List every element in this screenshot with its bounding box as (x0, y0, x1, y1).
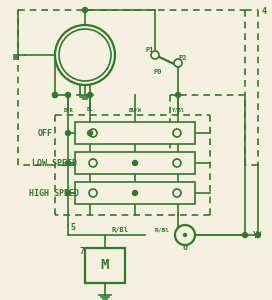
Text: LOW SPEED: LOW SPEED (32, 158, 77, 167)
Circle shape (88, 130, 92, 136)
Circle shape (184, 233, 187, 236)
Text: OFF: OFF (38, 128, 53, 137)
Circle shape (175, 92, 181, 98)
Text: 6: 6 (183, 244, 187, 253)
Circle shape (59, 29, 111, 81)
Text: Bl: Bl (87, 107, 93, 112)
Text: B/R: B/R (63, 107, 73, 112)
Bar (75, 182, 195, 204)
Circle shape (173, 159, 181, 167)
Text: Bl/W: Bl/W (128, 107, 141, 112)
Bar (85, 248, 125, 283)
Text: Y/Bl: Y/Bl (172, 107, 184, 112)
Circle shape (82, 8, 88, 13)
Text: M: M (101, 258, 109, 272)
Circle shape (52, 92, 57, 98)
Text: P0: P0 (154, 69, 162, 75)
Circle shape (89, 159, 97, 167)
Circle shape (132, 190, 138, 196)
Circle shape (151, 51, 159, 59)
Circle shape (89, 189, 97, 197)
Circle shape (173, 189, 181, 197)
Text: R/Bl: R/Bl (154, 227, 169, 232)
Text: R/Bl: R/Bl (112, 227, 128, 233)
Circle shape (66, 130, 70, 136)
Circle shape (255, 232, 261, 238)
Text: P1: P1 (146, 47, 154, 53)
Circle shape (55, 25, 115, 85)
Circle shape (66, 160, 70, 166)
Circle shape (132, 160, 138, 166)
Text: Y/: Y/ (252, 230, 262, 239)
Text: 7: 7 (80, 248, 85, 256)
Circle shape (243, 232, 248, 238)
Circle shape (174, 59, 182, 67)
Circle shape (66, 92, 70, 98)
Circle shape (52, 92, 57, 98)
Text: HIGH SPEED: HIGH SPEED (29, 188, 79, 197)
Bar (75, 122, 195, 144)
Circle shape (173, 129, 181, 137)
Bar (75, 152, 195, 174)
Text: 4: 4 (262, 8, 267, 16)
Text: P2: P2 (179, 55, 187, 61)
Circle shape (175, 225, 195, 245)
Text: M: M (79, 46, 91, 64)
Circle shape (89, 129, 97, 137)
Circle shape (88, 92, 92, 98)
Text: 5: 5 (70, 224, 75, 232)
Circle shape (66, 190, 70, 196)
